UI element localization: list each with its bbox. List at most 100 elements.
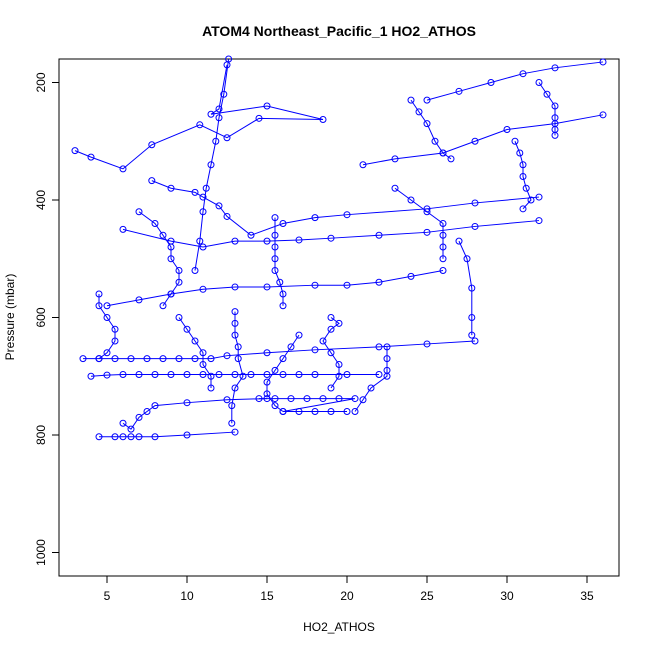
data-point — [335, 372, 343, 380]
data-point — [375, 278, 383, 286]
data-point — [375, 343, 383, 351]
data-point — [167, 243, 175, 251]
data-point — [71, 147, 79, 155]
data-point — [551, 102, 559, 110]
data-point — [151, 433, 159, 441]
data-point — [276, 278, 284, 286]
data-point — [231, 237, 239, 245]
data-point — [167, 255, 175, 263]
series-line — [458, 240, 473, 336]
series-line — [98, 294, 116, 360]
data-point — [135, 296, 143, 304]
data-point — [359, 396, 367, 404]
data-point — [471, 337, 479, 345]
data-point — [455, 87, 463, 95]
data-point — [234, 343, 242, 351]
data-point — [343, 370, 351, 378]
data-point — [103, 349, 111, 357]
data-point — [231, 370, 239, 378]
data-point — [468, 314, 476, 321]
series-line — [194, 58, 230, 271]
data-point — [303, 395, 311, 403]
x-tick-label: 35 — [580, 589, 594, 603]
data-point — [439, 255, 447, 263]
data-point — [143, 408, 151, 415]
data-point — [391, 184, 399, 192]
data-point — [175, 314, 183, 321]
data-point — [199, 243, 207, 251]
data-point — [527, 196, 535, 204]
data-point — [207, 384, 215, 392]
data-point — [95, 290, 103, 298]
data-point — [463, 255, 471, 263]
series-line — [231, 311, 244, 424]
data-point — [439, 149, 447, 157]
series-line — [410, 99, 452, 160]
data-point — [503, 126, 511, 133]
series-line — [274, 217, 284, 306]
data-point — [223, 134, 231, 142]
data-point — [319, 116, 327, 124]
data-point — [535, 79, 543, 86]
data-point — [215, 114, 223, 122]
data-point — [207, 161, 215, 169]
series-line — [106, 270, 444, 307]
data-point — [167, 370, 175, 378]
data-point — [471, 222, 479, 230]
data-point — [271, 231, 279, 239]
data-point — [327, 349, 335, 357]
data-point — [215, 370, 223, 378]
data-point — [279, 302, 287, 310]
data-point — [327, 314, 335, 321]
data-point — [87, 153, 95, 161]
data-point — [159, 231, 167, 239]
data-point — [279, 408, 287, 415]
data-point — [375, 231, 383, 239]
data-point — [519, 205, 527, 213]
data-point — [202, 184, 210, 192]
data-point — [551, 131, 559, 139]
data-point — [471, 137, 479, 145]
data-point — [391, 155, 399, 163]
data-point — [183, 325, 191, 333]
x-axis-label: HO2_ATHOS — [303, 620, 375, 634]
data-point — [95, 355, 103, 363]
series-line — [138, 211, 180, 307]
data-point — [167, 184, 175, 192]
series-line — [266, 334, 300, 412]
y-axis: 200 400 600 800 1000 — [34, 72, 59, 566]
data-point — [519, 173, 527, 180]
data-point — [119, 433, 127, 441]
data-point — [551, 114, 559, 122]
x-axis: 5 10 15 20 25 30 35 — [104, 576, 594, 603]
data-point — [191, 355, 199, 363]
data-point — [159, 302, 167, 310]
data-point — [271, 402, 279, 410]
data-point — [263, 378, 271, 386]
data-point — [551, 64, 559, 72]
series-line — [322, 317, 340, 389]
data-point — [263, 102, 271, 110]
data-point — [95, 302, 103, 310]
data-point — [519, 70, 527, 78]
data-point — [231, 308, 239, 316]
data-point — [231, 331, 239, 339]
data-point — [287, 395, 295, 403]
data-point — [271, 214, 279, 222]
data-point — [135, 413, 143, 421]
series-line — [122, 220, 540, 248]
y-tick-label: 400 — [34, 190, 48, 210]
data-point — [143, 355, 151, 363]
data-point — [271, 366, 279, 374]
data-point — [287, 343, 295, 351]
data-point — [183, 431, 191, 439]
data-point — [207, 110, 215, 118]
data-point — [383, 355, 391, 363]
data-point — [407, 272, 415, 280]
data-point — [159, 355, 167, 363]
data-point — [151, 402, 159, 410]
data-point — [439, 220, 447, 227]
data-point — [196, 237, 204, 245]
data-point — [407, 96, 415, 104]
